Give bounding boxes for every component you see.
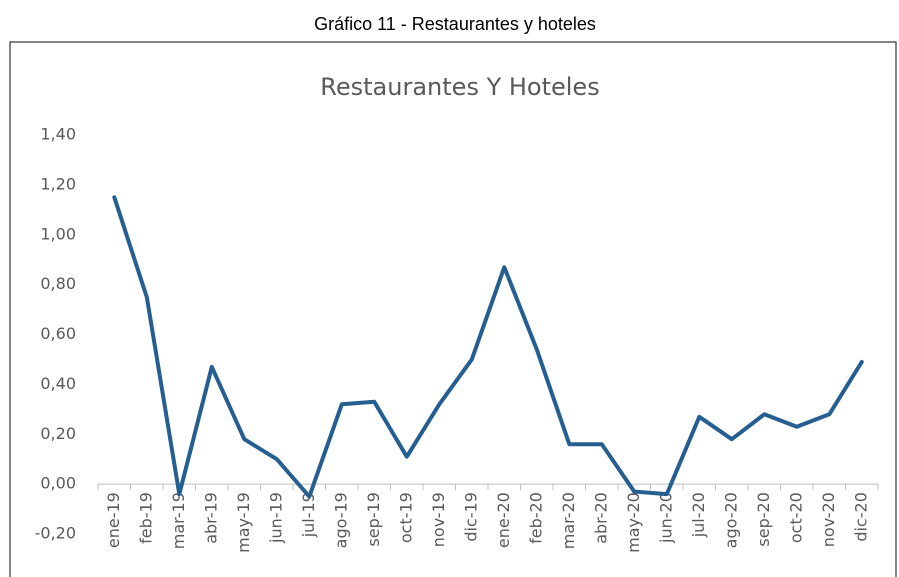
x-tick-label: feb-20 [526, 492, 545, 544]
x-tick-label: jun-20 [656, 492, 675, 544]
y-tick-label: 0,00 [40, 474, 76, 493]
x-tick-label: ago-19 [331, 492, 350, 548]
x-tick-label: ene-20 [494, 492, 513, 548]
x-tick-label: jul-20 [689, 492, 708, 538]
chart-title: Restaurantes Y Hoteles [320, 73, 599, 101]
x-tick-label: nov-20 [819, 492, 838, 547]
x-tick-label: jun-19 [266, 492, 285, 544]
x-tick-label: jul-19 [299, 492, 318, 538]
x-tick-label: oct-20 [786, 492, 805, 543]
x-tick-label: ago-20 [721, 492, 740, 548]
y-tick-label: 1,40 [40, 125, 76, 144]
data-line [112, 195, 864, 499]
x-tick-label: may-20 [624, 492, 643, 553]
y-tick-label: 0,20 [40, 424, 76, 443]
x-tick-label: sep-20 [754, 492, 773, 546]
x-tick-label: abr-20 [591, 492, 610, 544]
x-tick-label: oct-19 [396, 492, 415, 543]
x-tick-label: feb-19 [136, 492, 155, 544]
caption: Gráfico 11 - Restaurantes y hoteles [314, 14, 596, 34]
x-tick-label: abr-19 [201, 492, 220, 544]
x-tick-label: may-19 [234, 492, 253, 553]
y-tick-label: 0,80 [40, 274, 76, 293]
y-tick-label: 0,60 [40, 324, 76, 343]
x-tick-label: mar-20 [559, 492, 578, 549]
x-tick-label: dic-20 [851, 492, 870, 542]
x-tick-label: sep-19 [364, 492, 383, 546]
x-tick-label: mar-19 [169, 492, 188, 549]
x-tick-label: dic-19 [461, 492, 480, 542]
x-tick-label: ene-19 [104, 492, 123, 548]
y-tick-label: 0,40 [40, 374, 76, 393]
x-tick-label: nov-19 [429, 492, 448, 547]
y-tick-label: 1,20 [40, 174, 76, 193]
y-tick-label: -0,20 [35, 524, 76, 543]
y-tick-label: 1,00 [40, 224, 76, 243]
